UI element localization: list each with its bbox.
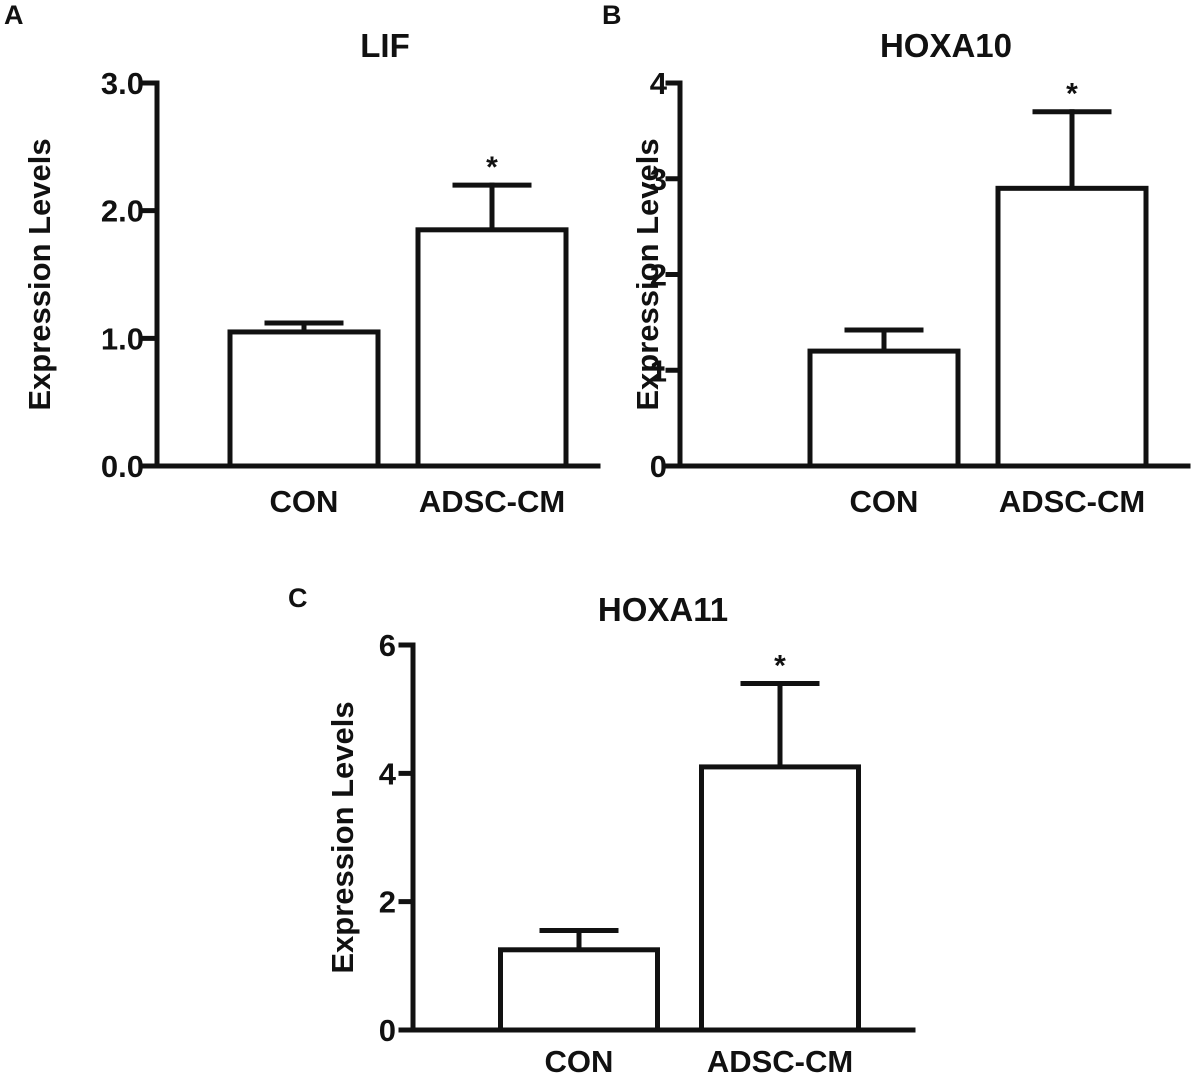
panel-a: A LIF Expression Levels 0.0 1.0 2.0 3.0 CON * A… (4, 0, 601, 519)
chart-a-bar-1 (415, 227, 569, 469)
chart-b-y-axis-label: Expression Levels (630, 138, 665, 410)
chart-c-y-axis-label: Expression Levels (325, 701, 360, 973)
chart-c-title: HOXA11 (598, 591, 728, 628)
chart-b-category-label: ADSC-CM (999, 484, 1145, 519)
chart-c-category-label: ADSC-CM (707, 1044, 853, 1079)
chart-a-plot: Expression Levels 0.0 1.0 2.0 3.0 CON * ADSC-CM (22, 66, 601, 519)
chart-b-y-tick-label: 3 (650, 162, 667, 197)
chart-b-category-label: CON (850, 484, 919, 519)
chart-a-significance-1: * (486, 151, 498, 184)
chart-b-plot: Expression Levels 0 1 2 3 4 CON * ADSC-CM (630, 66, 1191, 519)
chart-a-y-tick-label: 3.0 (101, 66, 144, 101)
panel-letter-b: B (602, 0, 622, 30)
chart-a-y-tick-label: 0.0 (101, 449, 144, 484)
chart-c-bar-0 (498, 947, 660, 1033)
chart-b-y-tick-label: 2 (650, 258, 667, 293)
chart-c-y-tick-label: 6 (379, 628, 396, 663)
chart-c-y-tick-label: 2 (379, 885, 396, 920)
chart-b-y-tick-label: 0 (650, 449, 667, 484)
chart-c-category-label: CON (545, 1044, 614, 1079)
chart-a-y-axis-label: Expression Levels (22, 138, 57, 410)
chart-b-bar-1 (995, 185, 1149, 469)
chart-b-title: HOXA10 (880, 27, 1012, 64)
panel-letter-a: A (4, 0, 24, 30)
panel-c: C HOXA11 Expression Levels 0 2 4 6 CON * ADSC-C… (288, 583, 916, 1079)
panel-letter-c: C (288, 583, 308, 613)
chart-b-bar-0 (807, 348, 961, 469)
chart-b-y-tick-label: 4 (650, 66, 668, 101)
chart-c-y-tick-label: 0 (379, 1013, 396, 1048)
chart-b-y-tick-label: 1 (650, 353, 667, 388)
chart-a-category-label: ADSC-CM (419, 484, 565, 519)
chart-c-bar-1 (699, 764, 861, 1033)
chart-a-title: LIF (360, 27, 409, 64)
chart-c-plot: Expression Levels 0 2 4 6 CON * ADSC-CM (325, 628, 916, 1079)
chart-a-y-tick-label: 2.0 (101, 194, 144, 229)
chart-b-significance-1: * (1066, 78, 1078, 111)
chart-c-y-tick-label: 4 (379, 756, 397, 791)
chart-a-y-tick-label: 1.0 (101, 321, 144, 356)
chart-a-bar-0 (227, 329, 381, 469)
chart-c-significance-1: * (774, 650, 786, 683)
panel-b: B HOXA10 Expression Levels 0 1 2 3 4 CON * ADSC-… (602, 0, 1191, 519)
chart-a-category-label: CON (270, 484, 339, 519)
